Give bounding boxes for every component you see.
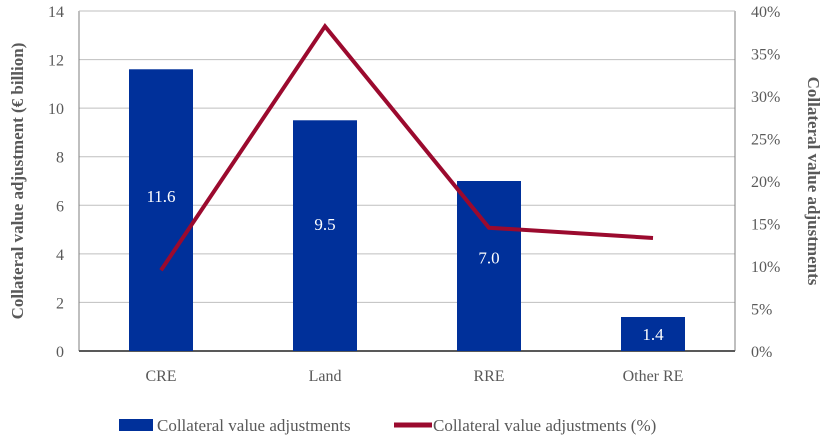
y-tick-label: 0 [56,344,64,361]
y-tick-label: 4 [56,247,64,264]
y-tick-label: 8 [56,150,64,167]
x-tick-label: Other RE [623,368,684,385]
y2-tick-label: 20% [751,174,780,191]
legend-label-bar: Collateral value adjustments [157,416,351,435]
y2-axis-label: Collateral value adjustments [804,77,823,286]
legend-label-line: Collateral value adjustments (%) [433,416,656,435]
bar-data-label: 1.4 [642,325,664,344]
y-tick-label: 2 [56,295,64,312]
y-tick-label: 14 [48,4,64,21]
legend-swatch-bar [119,419,153,431]
y2-tick-label: 15% [751,217,780,234]
y2-tick-label: 35% [751,47,780,64]
line-series [159,22,654,272]
bar-data-label: 7.0 [478,249,499,268]
y2-tick-label: 0% [751,344,772,361]
x-tick-label: RRE [473,368,504,385]
bar-data-label: 9.5 [314,215,335,234]
bar [129,69,193,352]
y2-tick-label: 30% [751,89,780,106]
y2-tick-label: 5% [751,302,772,319]
y2-tick-label: 40% [751,4,780,21]
y2-tick-label: 25% [751,132,780,149]
y-tick-label: 6 [56,198,64,215]
legend: Collateral value adjustments Collateral … [119,416,656,435]
y2-tick-label: 10% [751,259,780,276]
bar [293,120,357,352]
bar [457,181,521,351]
x-tick-label: Land [309,368,342,385]
bar-data-label: 11.6 [146,187,175,206]
y-tick-label: 12 [48,53,64,70]
y-axis-label: Collateral value adjustment (€ billion) [8,43,27,320]
x-tick-label: CRE [145,368,176,385]
y-tick-label: 10 [48,101,64,118]
bar [621,317,685,351]
